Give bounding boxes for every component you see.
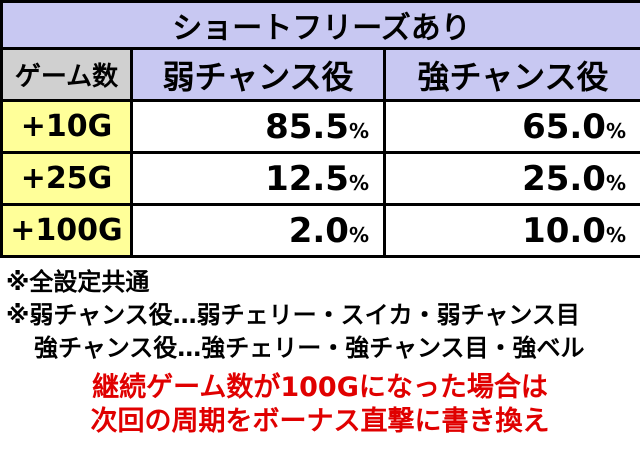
- table-title: ショートフリーズあり: [0, 0, 640, 50]
- note: ※全設定共通: [6, 268, 150, 296]
- notes: ※全設定共通 ※弱チャンス役…弱チェリー・スイカ・弱チャンス目 強チャンス役…強…: [0, 266, 640, 365]
- highlight-line: 次回の周期をボーナス直撃に書き換え: [90, 406, 550, 437]
- column-header: 強チャンス役: [383, 47, 640, 102]
- column-header: 弱チャンス役: [130, 47, 386, 102]
- rate-cell: 12.5%: [130, 151, 386, 206]
- rate-cell: 10.0%: [383, 203, 640, 258]
- rate-cell: 65.0%: [383, 99, 640, 154]
- table-row: +10G 85.5% 65.0%: [0, 99, 640, 154]
- game-count: +10G: [0, 99, 133, 154]
- game-count: +100G: [0, 203, 133, 258]
- rate-cell: 25.0%: [383, 151, 640, 206]
- note: ※弱チャンス役…弱チェリー・スイカ・弱チャンス目: [6, 301, 580, 329]
- table-body: +10G 85.5% 65.0% +25G 12.5% 25.0% +100G 2.0% 10.…: [0, 99, 640, 258]
- rate-cell: 2.0%: [130, 203, 386, 258]
- table-row: +25G 12.5% 25.0%: [0, 151, 640, 206]
- highlight: 継続ゲーム数が100Gになった場合は 次回の周期をボーナス直撃に書き換え: [0, 371, 640, 439]
- game-count: +25G: [0, 151, 133, 206]
- note: 強チャンス役…強チェリー・強チャンス目・強ベル: [34, 334, 585, 362]
- highlight-line: 継続ゲーム数が100Gになった場合は: [92, 372, 548, 403]
- rate-table: ショートフリーズあり ゲーム数 弱チャンス役 強チャンス役 +10G 85.5% 6…: [0, 0, 640, 258]
- column-header: ゲーム数: [0, 47, 133, 102]
- table-row: +100G 2.0% 10.0%: [0, 203, 640, 258]
- rate-cell: 85.5%: [130, 99, 386, 154]
